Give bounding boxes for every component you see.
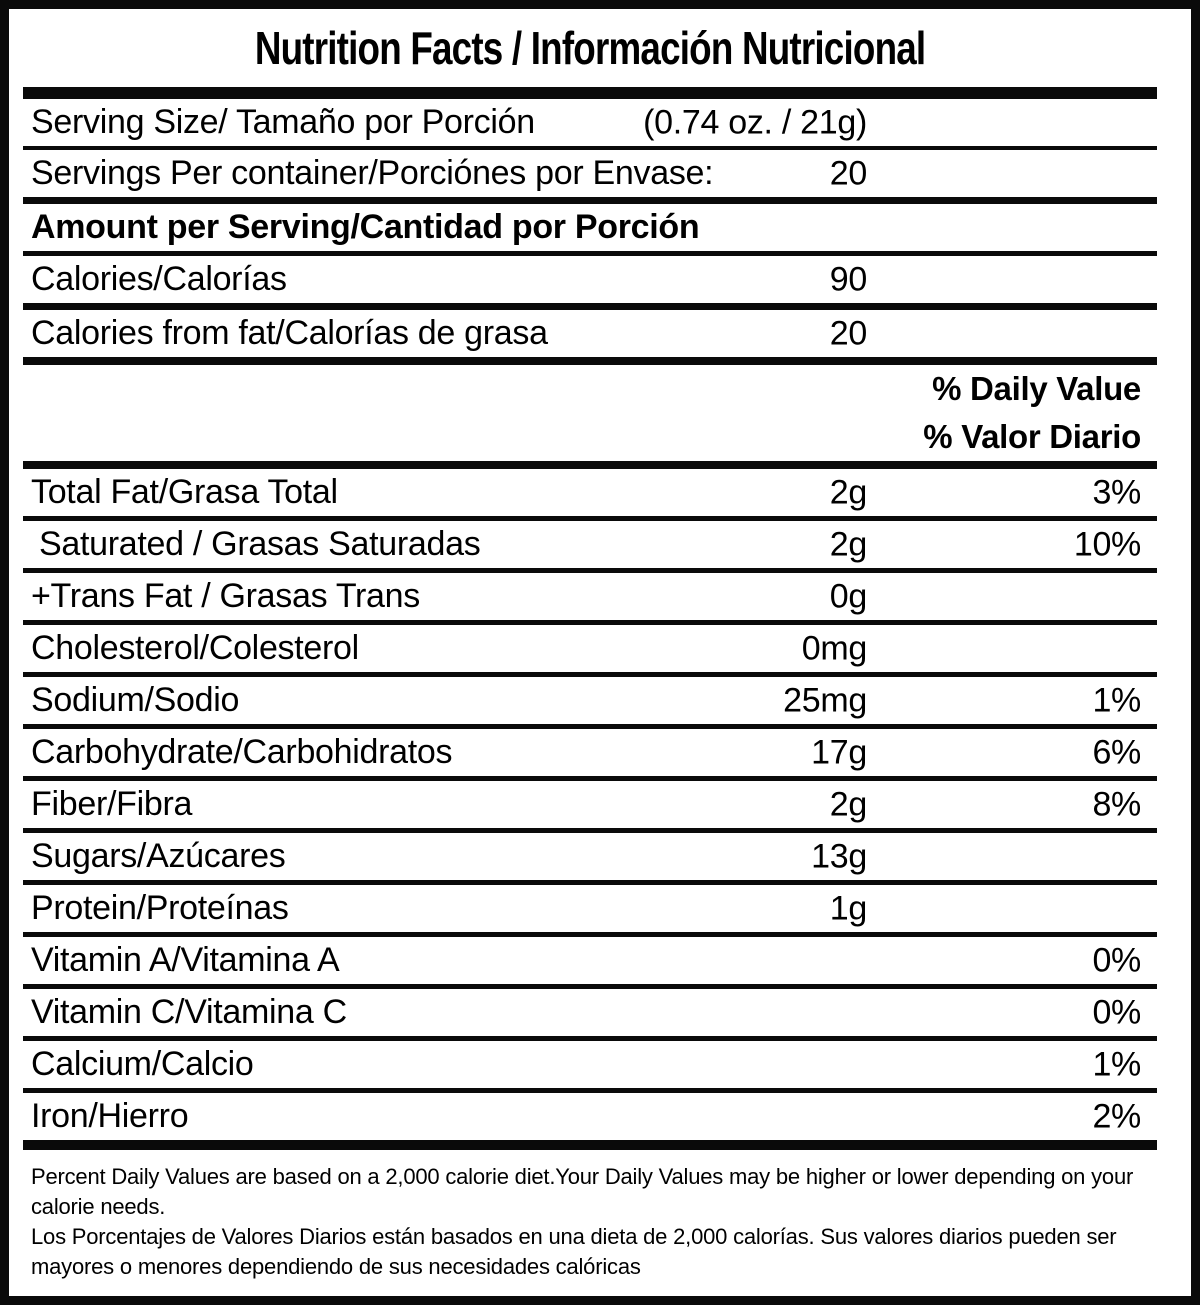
divider: [23, 146, 1157, 150]
divider: [23, 303, 1157, 310]
row-amount: 13g: [811, 837, 867, 875]
row-vitamin-c: Vitamin C/Vitamina C 0%: [23, 989, 1157, 1036]
divider: [23, 776, 1157, 781]
row-label: Calories from fat/Calorías de grasa: [31, 314, 548, 352]
daily-value-header-en: % Daily Value: [932, 370, 1141, 407]
row-label: +Trans Fat / Grasas Trans: [31, 577, 420, 615]
row-label: Sugars/Azúcares: [31, 837, 286, 875]
row-amount: 25mg: [783, 681, 867, 719]
row-label: Carbohydrate/Carbohidratos: [31, 733, 453, 771]
divider: [23, 880, 1157, 885]
row-amount: 2g: [829, 785, 868, 823]
footer: Percent Daily Values are based on a 2,00…: [23, 1150, 1157, 1282]
row-label: Calcium/Calcio: [31, 1045, 254, 1083]
row-calories: Calories/Calorías 90: [23, 256, 1157, 303]
row-label: Cholesterol/Colesterol: [31, 629, 359, 667]
divider: [23, 620, 1157, 625]
row-percent: 10%: [1073, 525, 1141, 563]
row-calories-from-fat: Calories from fat/Calorías de grasa 20: [23, 310, 1157, 357]
row-amount: (0.74 oz. / 21g): [643, 103, 867, 141]
row-label: Iron/Hierro: [31, 1097, 189, 1135]
row-percent: 2%: [1092, 1097, 1141, 1135]
row-carbohydrate: Carbohydrate/Carbohidratos 17g 6%: [23, 729, 1157, 776]
row-label: Sodium/Sodio: [31, 681, 240, 719]
divider: [23, 357, 1157, 365]
row-amount: 1g: [829, 889, 868, 927]
divider: [23, 672, 1157, 677]
row-percent: 0%: [1092, 993, 1141, 1031]
title-divider-bar: [23, 87, 1157, 99]
footer-divider-bar: [23, 1140, 1157, 1150]
footnote-english: Percent Daily Values are based on a 2,00…: [31, 1164, 1134, 1219]
row-protein: Protein/Proteínas 1g: [23, 885, 1157, 932]
row-percent: 3%: [1092, 473, 1141, 511]
row-label: Vitamin C/Vitamina C: [31, 993, 347, 1031]
row-label: Total Fat/Grasa Total: [31, 473, 338, 511]
divider: [23, 568, 1157, 573]
row-calcium: Calcium/Calcio 1%: [23, 1041, 1157, 1088]
row-sodium: Sodium/Sodio 25mg 1%: [23, 677, 1157, 724]
row-saturated-fat: Saturated / Grasas Saturadas 2g 10%: [23, 521, 1157, 568]
row-amount: 20: [829, 154, 868, 192]
divider: [23, 197, 1157, 204]
row-percent: 1%: [1092, 1045, 1141, 1083]
row-sugars: Sugars/Azúcares 13g: [23, 833, 1157, 880]
row-label: Serving Size/ Tamaño por Porción: [31, 103, 535, 141]
row-label: Fiber/Fibra: [31, 785, 193, 823]
divider: [23, 932, 1157, 937]
row-percent: 6%: [1092, 733, 1141, 771]
row-label: Servings Per container/Porciónes por Env…: [31, 154, 714, 192]
row-percent: 0%: [1092, 941, 1141, 979]
row-servings-per-container: Servings Per container/Porciónes por Env…: [23, 150, 1157, 197]
row-amount: 2g: [829, 473, 868, 511]
row-trans-fat: +Trans Fat / Grasas Trans 0g: [23, 573, 1157, 620]
row-amount: 20: [829, 314, 868, 352]
footnote-spanish: Los Porcentajes de Valores Diarios están…: [31, 1224, 1117, 1279]
daily-value-header: % Daily Value % Valor Diario: [23, 365, 1157, 461]
row-amount: 0mg: [801, 629, 868, 667]
serving-info-section: Serving Size/ Tamaño por Porción (0.74 o…: [23, 99, 1157, 365]
row-label: Vitamin A/Vitamina A: [31, 941, 340, 979]
divider: [23, 724, 1157, 729]
nutrients-section: Total Fat/Grasa Total 2g 3% Saturated / …: [23, 469, 1157, 1140]
row-amount: 90: [829, 260, 868, 298]
divider: [23, 984, 1157, 989]
divider: [23, 516, 1157, 521]
row-amount: 2g: [829, 525, 868, 563]
row-label: Calories/Calorías: [31, 260, 287, 298]
row-iron: Iron/Hierro 2%: [23, 1093, 1157, 1140]
row-serving-size: Serving Size/ Tamaño por Porción (0.74 o…: [23, 99, 1157, 146]
page-title: Nutrition Facts / Información Nutriciona…: [254, 22, 926, 74]
row-label: Protein/Proteínas: [31, 889, 289, 927]
divider: [23, 1036, 1157, 1041]
divider: [23, 251, 1157, 256]
daily-value-header-es: % Valor Diario: [923, 418, 1141, 455]
row-total-fat: Total Fat/Grasa Total 2g 3%: [23, 469, 1157, 516]
row-cholesterol: Cholesterol/Colesterol 0mg: [23, 625, 1157, 672]
row-amount: 0g: [829, 577, 868, 615]
row-label: Saturated / Grasas Saturadas: [39, 525, 481, 563]
divider: [23, 461, 1157, 469]
row-percent: 1%: [1092, 681, 1141, 719]
row-fiber: Fiber/Fibra 2g 8%: [23, 781, 1157, 828]
row-percent: 8%: [1092, 785, 1141, 823]
divider: [23, 1088, 1157, 1093]
row-amount-per-serving: Amount per Serving/Cantidad por Porción: [23, 204, 1157, 251]
title-wrap: Nutrition Facts / Información Nutriciona…: [23, 9, 1157, 87]
row-label: Amount per Serving/Cantidad por Porción: [31, 208, 700, 246]
row-amount: 17g: [811, 733, 867, 771]
divider: [23, 828, 1157, 833]
row-vitamin-a: Vitamin A/Vitamina A 0%: [23, 937, 1157, 984]
